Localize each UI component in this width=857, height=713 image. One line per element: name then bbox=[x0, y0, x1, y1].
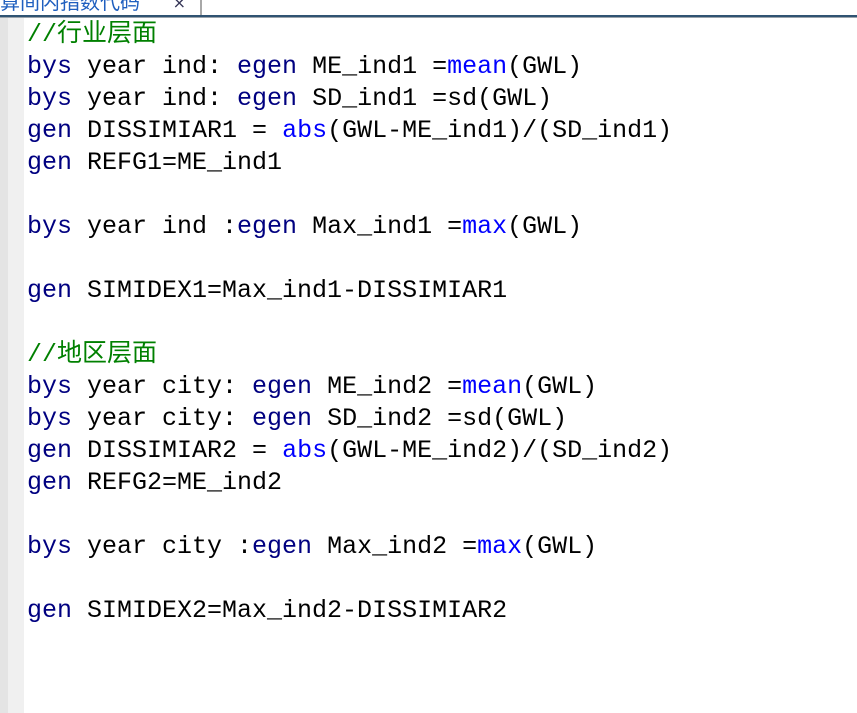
code-line[interactable]: gen DISSIMIAR2 = abs(GWL-ME_ind2)/(SD_in… bbox=[27, 435, 672, 467]
code-token: SIMIDEX1=Max_ind1-DISSIMIAR1 bbox=[72, 276, 508, 305]
code-line[interactable]: bys year ind: egen ME_ind1 =mean(GWL) bbox=[27, 51, 672, 83]
code-editor[interactable]: //行业层面 bys year ind: egen ME_ind1 =mean(G… bbox=[27, 19, 672, 627]
code-token: DISSIMIAR1 = bbox=[72, 116, 283, 145]
code-token: (GWL) bbox=[507, 212, 583, 241]
tab-bar: 算间内指数代码 × bbox=[0, 0, 857, 15]
code-token: ME_ind2 = bbox=[312, 372, 463, 401]
code-token: ME_ind1 = bbox=[297, 52, 448, 81]
keyword-token: egen bbox=[237, 212, 298, 241]
code-token: (GWL) bbox=[507, 52, 583, 81]
code-line[interactable]: bys year ind: egen SD_ind1 =sd(GWL) bbox=[27, 83, 672, 115]
code-token: DISSIMIAR2 = bbox=[72, 436, 283, 465]
keyword-token: bys bbox=[27, 372, 73, 401]
code-line[interactable] bbox=[27, 179, 672, 211]
function-token: abs bbox=[282, 436, 328, 465]
comment-token: //行业层面 bbox=[27, 20, 158, 49]
code-line[interactable]: bys year city :egen Max_ind2 =max(GWL) bbox=[27, 531, 672, 563]
code-token: SIMIDEX2=Max_ind2-DISSIMIAR2 bbox=[72, 596, 508, 625]
code-line[interactable]: //地区层面 bbox=[27, 339, 672, 371]
keyword-token: bys bbox=[27, 532, 73, 561]
code-token: year ind: bbox=[72, 84, 238, 113]
code-line[interactable] bbox=[27, 499, 672, 531]
code-token: Max_ind2 = bbox=[312, 532, 478, 561]
code-line[interactable]: gen DISSIMIAR1 = abs(GWL-ME_ind1)/(SD_in… bbox=[27, 115, 672, 147]
keyword-token: gen bbox=[27, 116, 73, 145]
code-token: SD_ind2 =sd(GWL) bbox=[312, 404, 568, 433]
function-token: abs bbox=[282, 116, 328, 145]
code-token: Max_ind1 = bbox=[297, 212, 463, 241]
code-token: (GWL) bbox=[522, 532, 598, 561]
function-token: max bbox=[462, 212, 508, 241]
tab-title: 算间内指数代码 bbox=[0, 0, 140, 14]
code-line[interactable] bbox=[27, 243, 672, 275]
keyword-token: egen bbox=[237, 52, 298, 81]
code-token: (GWL-ME_ind1)/(SD_ind1) bbox=[327, 116, 673, 145]
fold-margin bbox=[8, 18, 24, 713]
code-token: (GWL-ME_ind2)/(SD_ind2) bbox=[327, 436, 673, 465]
keyword-token: gen bbox=[27, 276, 73, 305]
keyword-token: gen bbox=[27, 148, 73, 177]
keyword-token: egen bbox=[237, 84, 298, 113]
code-line[interactable]: bys year city: egen SD_ind2 =sd(GWL) bbox=[27, 403, 672, 435]
keyword-token: bys bbox=[27, 84, 73, 113]
keyword-token: egen bbox=[252, 532, 313, 561]
code-line[interactable]: gen REFG1=ME_ind1 bbox=[27, 147, 672, 179]
code-line[interactable]: gen REFG2=ME_ind2 bbox=[27, 467, 672, 499]
code-token: SD_ind1 =sd(GWL) bbox=[297, 84, 553, 113]
code-line[interactable]: gen SIMIDEX2=Max_ind2-DISSIMIAR2 bbox=[27, 595, 672, 627]
code-token: year city : bbox=[72, 532, 253, 561]
code-token: REFG1=ME_ind1 bbox=[72, 148, 283, 177]
keyword-token: gen bbox=[27, 468, 73, 497]
tab-divider-shadow bbox=[0, 17, 857, 18]
code-line[interactable] bbox=[27, 563, 672, 595]
code-token: year ind : bbox=[72, 212, 238, 241]
line-gutter bbox=[0, 18, 8, 713]
keyword-token: bys bbox=[27, 404, 73, 433]
keyword-token: bys bbox=[27, 52, 73, 81]
code-line[interactable]: bys year ind :egen Max_ind1 =max(GWL) bbox=[27, 211, 672, 243]
keyword-token: gen bbox=[27, 596, 73, 625]
keyword-token: egen bbox=[252, 372, 313, 401]
code-line[interactable] bbox=[27, 307, 672, 339]
code-token: year city: bbox=[72, 372, 253, 401]
comment-token: //地区层面 bbox=[27, 340, 158, 369]
code-line[interactable]: bys year city: egen ME_ind2 =mean(GWL) bbox=[27, 371, 672, 403]
keyword-token: bys bbox=[27, 212, 73, 241]
code-token: (GWL) bbox=[522, 372, 598, 401]
close-icon[interactable]: × bbox=[172, 0, 186, 12]
code-token: REFG2=ME_ind2 bbox=[72, 468, 283, 497]
code-line[interactable]: gen SIMIDEX1=Max_ind1-DISSIMIAR1 bbox=[27, 275, 672, 307]
code-line[interactable]: //行业层面 bbox=[27, 19, 672, 51]
tab-divider bbox=[0, 15, 857, 17]
function-token: mean bbox=[447, 52, 508, 81]
keyword-token: egen bbox=[252, 404, 313, 433]
keyword-token: gen bbox=[27, 436, 73, 465]
code-token: year city: bbox=[72, 404, 253, 433]
editor-tab[interactable]: 算间内指数代码 × bbox=[0, 0, 202, 15]
code-token: year ind: bbox=[72, 52, 238, 81]
function-token: max bbox=[477, 532, 523, 561]
function-token: mean bbox=[462, 372, 523, 401]
